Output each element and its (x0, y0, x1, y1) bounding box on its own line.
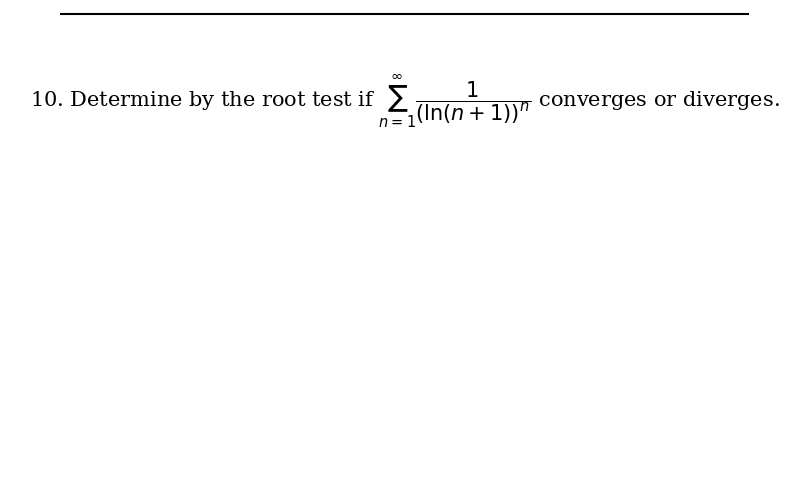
Text: 10. Determine by the root test if $\sum_{n=1}^{\infty} \dfrac{1}{(\ln(n+1))^{n}}: 10. Determine by the root test if $\sum_… (30, 73, 779, 130)
